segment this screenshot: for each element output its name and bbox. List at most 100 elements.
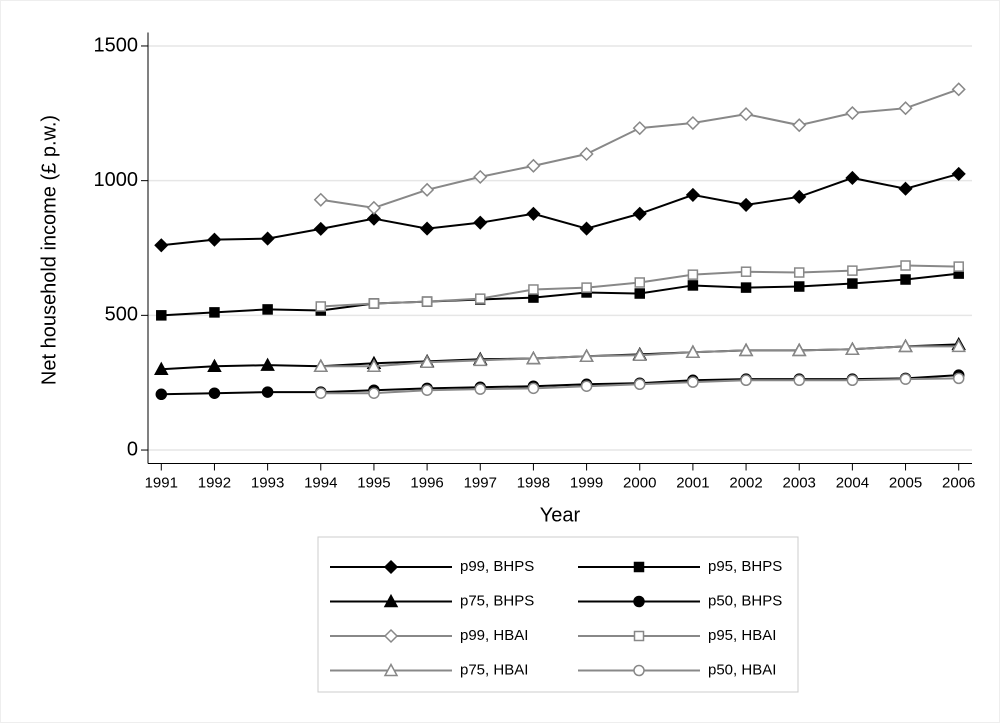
marker xyxy=(846,374,859,387)
marker xyxy=(366,200,381,215)
marker xyxy=(261,386,274,398)
x-tick-label: 2005 xyxy=(889,474,922,491)
x-tick-label: 2003 xyxy=(783,474,816,491)
y-tick-label: 1000 xyxy=(94,169,139,191)
marker xyxy=(419,354,435,368)
x-tick-label: 1996 xyxy=(410,474,443,491)
marker xyxy=(634,288,645,299)
legend-label: p50, BHPS xyxy=(708,592,782,609)
x-tick-label: 1999 xyxy=(570,474,603,491)
x-tick-label: 1998 xyxy=(517,474,550,491)
marker xyxy=(900,260,911,271)
marker xyxy=(368,298,380,309)
marker xyxy=(685,115,700,131)
x-tick-label: 1991 xyxy=(145,474,178,491)
marker xyxy=(527,382,540,395)
marker xyxy=(475,293,486,304)
x-tick-label: 1995 xyxy=(357,474,390,491)
x-tick-label: 2006 xyxy=(942,474,975,491)
legend-marker xyxy=(383,628,399,644)
marker xyxy=(634,277,645,288)
marker xyxy=(951,82,966,97)
marker xyxy=(793,281,805,292)
marker xyxy=(792,189,807,204)
marker xyxy=(740,266,752,277)
marker xyxy=(685,344,701,358)
marker xyxy=(740,282,752,293)
legend-marker xyxy=(633,664,645,677)
x-tick-label: 1993 xyxy=(251,474,284,491)
marker xyxy=(632,121,647,136)
marker xyxy=(421,296,433,307)
y-tick-label: 500 xyxy=(105,304,138,326)
marker xyxy=(368,387,380,399)
marker xyxy=(687,269,699,280)
marker xyxy=(847,278,858,289)
x-tick-label: 1997 xyxy=(464,474,497,491)
marker xyxy=(207,358,222,373)
marker xyxy=(420,182,435,197)
marker xyxy=(845,170,860,186)
marker xyxy=(581,282,592,293)
marker xyxy=(526,158,541,173)
legend-label: p50, HBAI xyxy=(708,661,776,678)
x-tick-label: 1994 xyxy=(304,474,337,491)
y-tick-label: 0 xyxy=(127,438,138,460)
marker xyxy=(315,301,327,312)
marker xyxy=(792,118,807,133)
marker xyxy=(951,338,966,353)
series-line xyxy=(161,272,959,317)
marker xyxy=(793,374,805,387)
marker xyxy=(740,374,752,387)
marker xyxy=(687,376,699,388)
marker xyxy=(632,206,647,221)
marker xyxy=(739,197,754,212)
series-line xyxy=(161,172,959,247)
legend-marker xyxy=(633,630,645,642)
x-tick-label: 2002 xyxy=(729,474,762,491)
marker xyxy=(313,192,328,207)
marker xyxy=(685,187,700,202)
legend-label: p75, BHPS xyxy=(460,592,534,609)
marker xyxy=(633,378,646,391)
marker xyxy=(313,221,328,236)
marker xyxy=(738,342,754,357)
marker xyxy=(953,261,964,272)
legend-label: p95, HBAI xyxy=(708,627,776,644)
legend-marker xyxy=(633,561,645,573)
marker xyxy=(421,384,433,396)
marker xyxy=(207,232,222,247)
marker xyxy=(579,221,594,236)
marker xyxy=(898,338,913,353)
marker xyxy=(791,342,807,357)
marker xyxy=(208,387,221,399)
marker xyxy=(847,265,858,276)
y-tick-label: 1500 xyxy=(94,34,139,56)
x-tick-label: 1992 xyxy=(198,474,231,491)
marker xyxy=(473,215,488,230)
legend-marker xyxy=(383,559,399,575)
legend-label: p99, BHPS xyxy=(460,558,534,575)
marker xyxy=(315,387,327,399)
marker xyxy=(579,146,594,162)
marker xyxy=(687,280,699,291)
marker xyxy=(260,231,275,246)
marker xyxy=(793,267,805,278)
marker xyxy=(420,221,435,236)
marker xyxy=(951,166,966,181)
y-axis-label: Net household income (£ p.w.) xyxy=(38,115,60,385)
legend-label: p95, BHPS xyxy=(708,558,782,575)
marker xyxy=(472,352,488,367)
marker xyxy=(473,169,488,184)
marker xyxy=(262,304,273,315)
legend-marker xyxy=(633,595,645,608)
marker xyxy=(313,358,329,373)
marker xyxy=(209,307,220,318)
marker xyxy=(632,347,648,361)
marker xyxy=(952,372,965,385)
marker xyxy=(156,310,167,321)
marker xyxy=(898,101,913,116)
marker xyxy=(898,181,913,196)
legend-marker xyxy=(383,662,399,677)
